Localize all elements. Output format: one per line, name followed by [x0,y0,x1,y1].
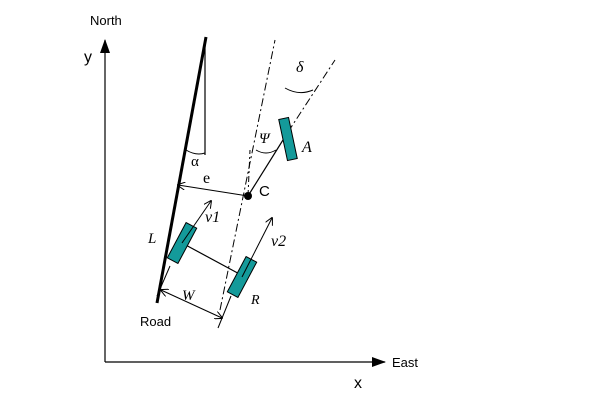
e-distance-arrow [178,185,249,197]
east-label: East [392,355,418,370]
l-label: L [147,231,156,247]
x-axis-label: x [354,375,362,392]
delta-label: δ [296,59,304,76]
e-label: e [203,170,210,187]
center-point-c [244,192,252,200]
v1-label: v1 [205,209,220,226]
v1-velocity-arrow [181,201,211,244]
chassis-link [247,131,289,197]
steering-direction-line [287,59,336,133]
c-label: C [259,183,270,200]
v2-velocity-arrow [241,218,272,278]
alpha-label: α [191,154,199,170]
rear-axle-line [181,242,246,278]
w-extension-right [217,295,232,329]
vehicle-heading-line [219,39,276,311]
v2-label: v2 [271,233,286,250]
c-vertical-reference [247,149,251,197]
north-label: North [90,13,122,28]
r-label: R [250,293,260,308]
psi-label: Ψ [259,131,271,147]
alpha-arc [185,149,206,155]
delta-arc [284,87,314,94]
w-dimension-arrow [161,290,222,318]
road-label: Road [140,314,171,329]
a-label: A [301,139,312,156]
w-label: W [182,288,196,304]
road-line [155,36,208,304]
y-axis-label: y [84,49,92,66]
front-wheel-a [278,116,298,162]
psi-arc [255,149,277,154]
